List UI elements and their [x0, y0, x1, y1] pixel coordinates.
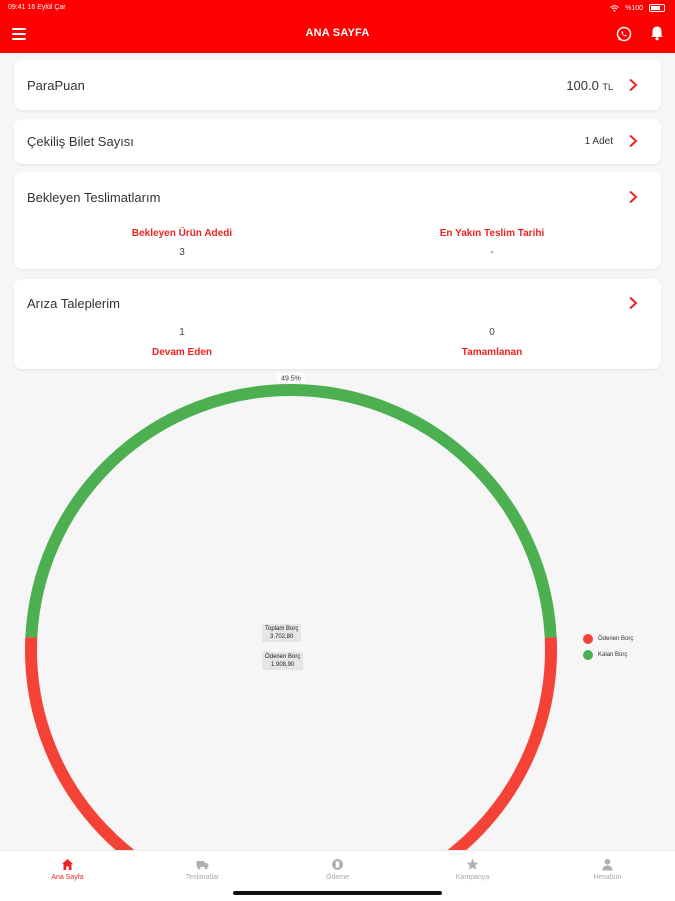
parapuan-card[interactable]: ParaPuan 100.0 TL — [14, 60, 661, 110]
tab-label: Ana Sayfa — [51, 874, 84, 881]
battery-percent: %100 — [625, 4, 643, 12]
bell-icon[interactable] — [650, 25, 664, 41]
status-bar: 09:41 16 Eylül Çar %100 — [0, 0, 675, 16]
ariza-left-label: Devam Eden — [151, 347, 213, 358]
status-time-date: 09:41 16 Eylül Çar — [8, 4, 66, 11]
ariza-right-label: Tamamlanan — [461, 347, 523, 358]
tab-teslimatlar[interactable]: Teslimatlar — [135, 851, 270, 891]
tab-odeme[interactable]: Ödeme — [270, 851, 405, 891]
chevron-right-icon[interactable] — [627, 296, 639, 310]
parapuan-amount: 100.0 TL — [566, 78, 613, 93]
tab-ana-sayfa[interactable]: Ana Sayfa — [0, 851, 135, 891]
wifi-icon — [610, 4, 619, 12]
teslimat-right-value: - — [490, 247, 494, 258]
legend-item-paid: Ödenen Borç — [583, 634, 633, 644]
whatsapp-icon[interactable] — [616, 26, 632, 42]
tab-label: Kampanya — [455, 874, 490, 881]
parapuan-value: 100.0 — [566, 78, 599, 93]
legend-label-paid: Ödenen Borç — [598, 636, 634, 642]
parapuan-unit: TL — [602, 82, 613, 92]
parapuan-label: ParaPuan — [27, 78, 85, 93]
payment-icon — [332, 859, 343, 870]
teslimat-right-label: En Yakın Teslim Tarihi — [439, 228, 545, 239]
cekilis-card[interactable]: Çekiliş Bilet Sayısı 1 Adet — [14, 119, 661, 164]
center-paid-box: Ödenen Borç 1.908,90 — [262, 652, 304, 670]
teslimat-left-value: 3 — [179, 247, 185, 258]
teslimat-left-label: Bekleyen Ürün Adedi — [131, 228, 233, 239]
tab-label: Teslimatlar — [185, 874, 220, 881]
total-debt-value: 3.702,80 — [270, 634, 294, 640]
battery-icon — [649, 4, 665, 12]
truck-icon — [196, 861, 209, 870]
legend-dot-remaining — [583, 650, 593, 660]
chevron-right-icon[interactable] — [627, 190, 639, 204]
user-icon — [602, 859, 613, 871]
teslimat-title: Bekleyen Teslimatlarım — [27, 190, 161, 205]
center-total-box: Toplam Borç 3.702,80 — [262, 624, 302, 642]
donut-slice-remaining — [25, 384, 557, 638]
cekilis-value: 1 Adet — [584, 136, 613, 147]
ariza-card[interactable]: Arıza Taleplerim 1 Devam Eden 0 Tamamlan… — [14, 279, 661, 369]
star-icon — [466, 858, 479, 870]
ariza-title: Arıza Taleplerim — [27, 296, 120, 311]
tab-kampanya[interactable]: Kampanya — [405, 851, 540, 891]
status-date: 16 Eylül Çar — [27, 4, 66, 11]
percent-label: 49.5% — [277, 373, 305, 383]
home-indicator — [233, 891, 442, 895]
status-time: 09:41 — [8, 4, 26, 11]
chevron-right-icon[interactable] — [627, 134, 639, 148]
debt-donut-chart: 49.5% — [25, 373, 557, 850]
ariza-right-value: 0 — [489, 327, 495, 338]
chevron-right-icon[interactable] — [627, 78, 639, 92]
paid-debt-label: Ödenen Borç — [265, 654, 301, 660]
header-bar: ANA SAYFA — [0, 16, 675, 53]
legend-label-remaining: Kalan Borç — [598, 652, 628, 658]
percent-label-text: 49.5% — [281, 376, 301, 383]
tab-hesabim[interactable]: Hesabım — [540, 851, 675, 891]
cekilis-label: Çekiliş Bilet Sayısı — [27, 134, 134, 149]
page-title: ANA SAYFA — [305, 27, 370, 39]
donut-slice-paid — [25, 637, 557, 850]
teslimat-card[interactable]: Bekleyen Teslimatlarım Bekleyen Ürün Ade… — [14, 172, 661, 269]
legend-item-remaining: Kalan Borç — [583, 650, 627, 660]
tab-label: Ödeme — [326, 874, 349, 881]
paid-debt-value: 1.908,90 — [271, 662, 295, 668]
legend-dot-paid — [583, 634, 593, 644]
total-debt-label: Toplam Borç — [265, 626, 299, 632]
tab-label: Hesabım — [593, 874, 622, 881]
ariza-left-value: 1 — [179, 327, 185, 338]
menu-icon[interactable] — [12, 28, 26, 40]
status-right: %100 — [610, 4, 665, 12]
home-icon — [62, 859, 73, 870]
debt-chart: 49.5% Toplam Borç 3.702,80 Ödenen Borç 1… — [0, 370, 675, 850]
